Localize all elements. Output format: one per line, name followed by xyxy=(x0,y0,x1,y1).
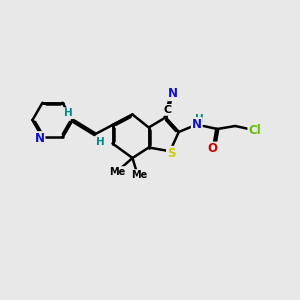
Text: N: N xyxy=(168,87,178,100)
Text: H: H xyxy=(96,137,105,147)
Text: N: N xyxy=(34,132,44,145)
Text: Me: Me xyxy=(109,167,125,177)
Text: H: H xyxy=(64,108,73,118)
Text: N: N xyxy=(192,118,202,131)
Text: O: O xyxy=(207,142,217,155)
Text: S: S xyxy=(167,147,176,160)
Text: Cl: Cl xyxy=(248,124,261,137)
Text: H: H xyxy=(195,114,204,124)
Text: Me: Me xyxy=(131,170,147,180)
Text: C: C xyxy=(164,105,172,115)
